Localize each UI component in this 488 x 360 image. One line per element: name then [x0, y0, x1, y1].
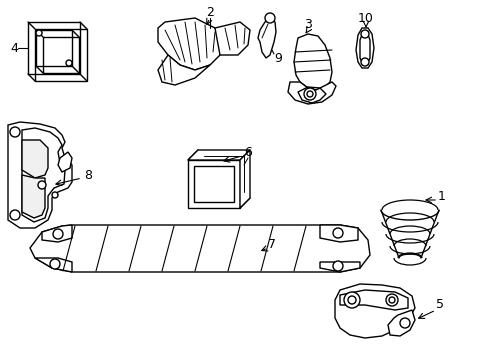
Polygon shape	[215, 22, 249, 55]
Polygon shape	[293, 34, 331, 90]
Polygon shape	[58, 152, 72, 172]
Circle shape	[36, 30, 42, 36]
Polygon shape	[387, 310, 414, 336]
Text: 5: 5	[435, 298, 443, 311]
Text: 4: 4	[10, 41, 18, 54]
Polygon shape	[42, 225, 72, 242]
Text: 1: 1	[437, 189, 445, 202]
Text: 2: 2	[205, 5, 214, 18]
Circle shape	[66, 60, 72, 66]
Circle shape	[332, 261, 342, 271]
Text: 10: 10	[357, 12, 373, 24]
Polygon shape	[22, 140, 48, 178]
Polygon shape	[339, 290, 407, 310]
Circle shape	[399, 318, 409, 328]
Polygon shape	[36, 30, 72, 66]
Circle shape	[10, 210, 20, 220]
Circle shape	[343, 292, 359, 308]
Text: 9: 9	[273, 51, 282, 64]
Circle shape	[388, 297, 394, 303]
Polygon shape	[187, 150, 249, 160]
Polygon shape	[258, 18, 275, 58]
Circle shape	[304, 88, 315, 100]
Circle shape	[347, 296, 355, 304]
Polygon shape	[28, 22, 80, 74]
Polygon shape	[158, 55, 209, 85]
Polygon shape	[334, 284, 414, 338]
Polygon shape	[22, 175, 45, 218]
Circle shape	[38, 181, 46, 189]
Polygon shape	[35, 258, 72, 272]
Polygon shape	[30, 225, 369, 272]
Circle shape	[52, 192, 58, 198]
Polygon shape	[158, 18, 224, 70]
Circle shape	[306, 91, 312, 97]
Polygon shape	[319, 262, 359, 272]
Text: 6: 6	[244, 145, 251, 158]
Polygon shape	[319, 225, 357, 242]
Polygon shape	[8, 122, 72, 228]
Circle shape	[264, 13, 274, 23]
Polygon shape	[355, 28, 373, 68]
Polygon shape	[287, 82, 335, 104]
Circle shape	[53, 229, 63, 239]
Text: 8: 8	[84, 168, 92, 181]
Circle shape	[50, 259, 60, 269]
Polygon shape	[240, 150, 249, 208]
Circle shape	[10, 127, 20, 137]
Circle shape	[360, 58, 368, 66]
Text: 3: 3	[304, 18, 311, 31]
Circle shape	[385, 294, 397, 306]
Text: 7: 7	[267, 238, 275, 251]
Circle shape	[360, 30, 368, 38]
Circle shape	[332, 228, 342, 238]
Polygon shape	[187, 160, 240, 208]
